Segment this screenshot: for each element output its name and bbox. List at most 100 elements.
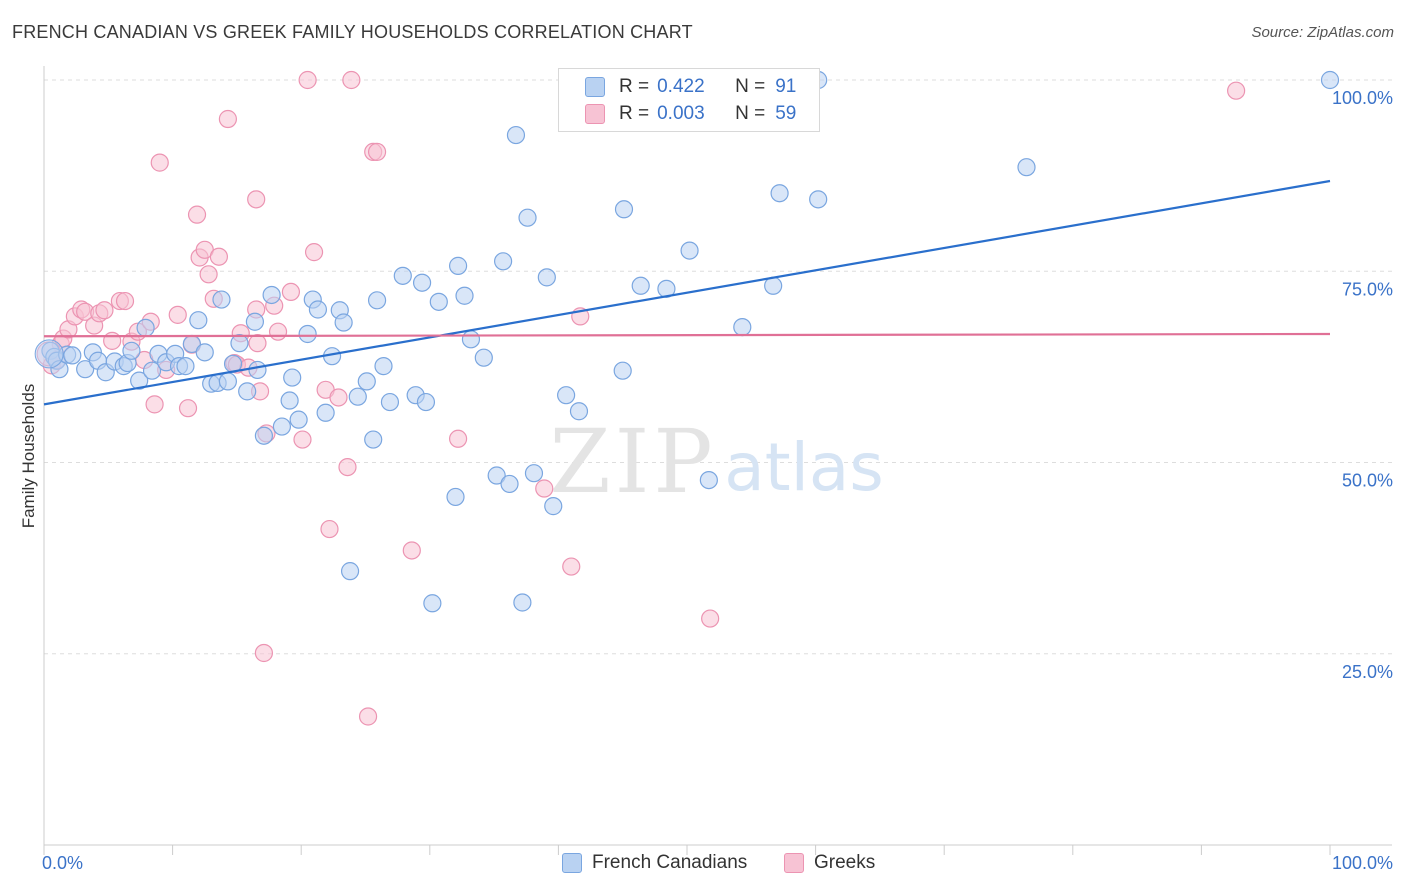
greek-point	[448, 429, 468, 448]
greek-point	[320, 519, 339, 539]
french-point	[770, 184, 789, 203]
legend-r-label: R =	[619, 76, 650, 97]
french-point	[699, 470, 718, 490]
series-legend-french[interactable]: French Canadians	[562, 852, 747, 874]
french-point	[367, 291, 387, 310]
french-point	[461, 330, 481, 349]
french-point	[348, 387, 367, 406]
french-point	[537, 268, 556, 287]
greek-point	[254, 643, 274, 663]
correlation-legend: R = 0.422 N = 91 R = 0.003 N = 59	[558, 68, 820, 132]
greek-point	[562, 557, 581, 576]
greek-r-value: 0.003	[657, 103, 705, 124]
greek-point	[95, 301, 114, 320]
greek-point	[402, 541, 421, 560]
x-tick-label: 100.0%	[1332, 853, 1393, 873]
greek-points	[36, 70, 1246, 726]
y-tick-label: 25.0%	[1342, 662, 1393, 682]
greek-point	[248, 334, 267, 353]
greek-point	[268, 322, 288, 341]
french-point	[136, 318, 155, 337]
greek-point	[298, 70, 317, 90]
greek-point	[701, 609, 720, 628]
greek-n-value: 59	[775, 103, 797, 124]
y-tick-label: 100.0%	[1332, 88, 1393, 108]
french-point	[245, 312, 265, 331]
french-point	[474, 348, 493, 367]
french-point	[130, 371, 149, 390]
french-point	[393, 266, 412, 285]
french-point	[212, 290, 231, 309]
tick-labels: 25.0% 50.0% 75.0% 100.0% 0.0% 100.0%	[42, 88, 1393, 873]
french-point	[218, 372, 237, 391]
french-point	[248, 360, 267, 380]
greek-point	[342, 70, 361, 90]
series-name-greek: Greeks	[814, 852, 876, 873]
french-point	[524, 464, 544, 483]
french-point	[613, 361, 632, 380]
french-point	[500, 474, 519, 494]
french-point	[316, 403, 335, 422]
greek-point	[168, 305, 187, 324]
legend-row-greek: R = 0.003 N = 59	[585, 101, 796, 127]
greek-point	[178, 399, 198, 418]
greek-point	[187, 205, 207, 224]
french-swatch-icon	[562, 853, 582, 873]
french-point	[487, 466, 506, 485]
french-trend-line	[43, 179, 1331, 406]
greek-point	[199, 265, 218, 284]
french-point	[298, 324, 317, 344]
greek-point	[358, 707, 378, 726]
greek-point	[338, 457, 357, 477]
french-point	[374, 357, 393, 376]
french-point	[423, 594, 442, 613]
greek-swatch-icon	[585, 104, 605, 124]
greek-point	[535, 479, 554, 498]
french-point	[518, 208, 537, 227]
french-point	[122, 341, 141, 360]
greek-point	[329, 388, 348, 407]
french-point	[557, 386, 576, 405]
greek-point	[304, 243, 324, 262]
legend-n-label: N =	[735, 76, 766, 97]
french-point	[614, 200, 634, 219]
greek-point	[218, 109, 237, 129]
greek-point	[367, 142, 387, 162]
legend-r-label: R =	[619, 103, 650, 124]
french-point	[272, 417, 292, 436]
french-cluster-point	[34, 339, 64, 369]
watermark-zip: ZIP	[549, 410, 716, 513]
french-point	[364, 430, 383, 449]
greek-point	[103, 331, 122, 350]
french-point	[380, 392, 400, 412]
chart-title: FRENCH CANADIAN VS GREEK FAMILY HOUSEHOL…	[12, 22, 693, 42]
french-point	[189, 311, 208, 330]
french-point	[254, 426, 274, 445]
french-swatch-icon	[585, 77, 605, 97]
greek-swatch-icon	[784, 853, 804, 873]
source-credit: Source: ZipAtlas.com	[1251, 24, 1394, 41]
legend-row-french: R = 0.422 N = 91	[585, 74, 796, 100]
french-point	[569, 402, 589, 421]
french-point	[680, 241, 699, 260]
french-point	[513, 593, 532, 612]
french-point	[76, 360, 95, 379]
series-name-french: French Canadians	[592, 852, 748, 873]
french-point	[262, 285, 281, 305]
french-point	[809, 190, 828, 209]
french-point	[308, 300, 328, 319]
french-point	[195, 343, 214, 362]
french-point	[63, 346, 82, 365]
french-point	[494, 252, 513, 271]
axes	[43, 66, 1392, 855]
french-point	[412, 273, 432, 292]
series-legend-greek[interactable]: Greeks	[784, 852, 875, 874]
french-point	[1017, 158, 1036, 177]
french-point	[544, 497, 563, 516]
greek-point	[247, 190, 266, 209]
greek-point	[1227, 81, 1246, 100]
greek-point	[150, 153, 169, 172]
y-tick-label: 50.0%	[1342, 471, 1393, 491]
greek-point	[281, 282, 301, 302]
